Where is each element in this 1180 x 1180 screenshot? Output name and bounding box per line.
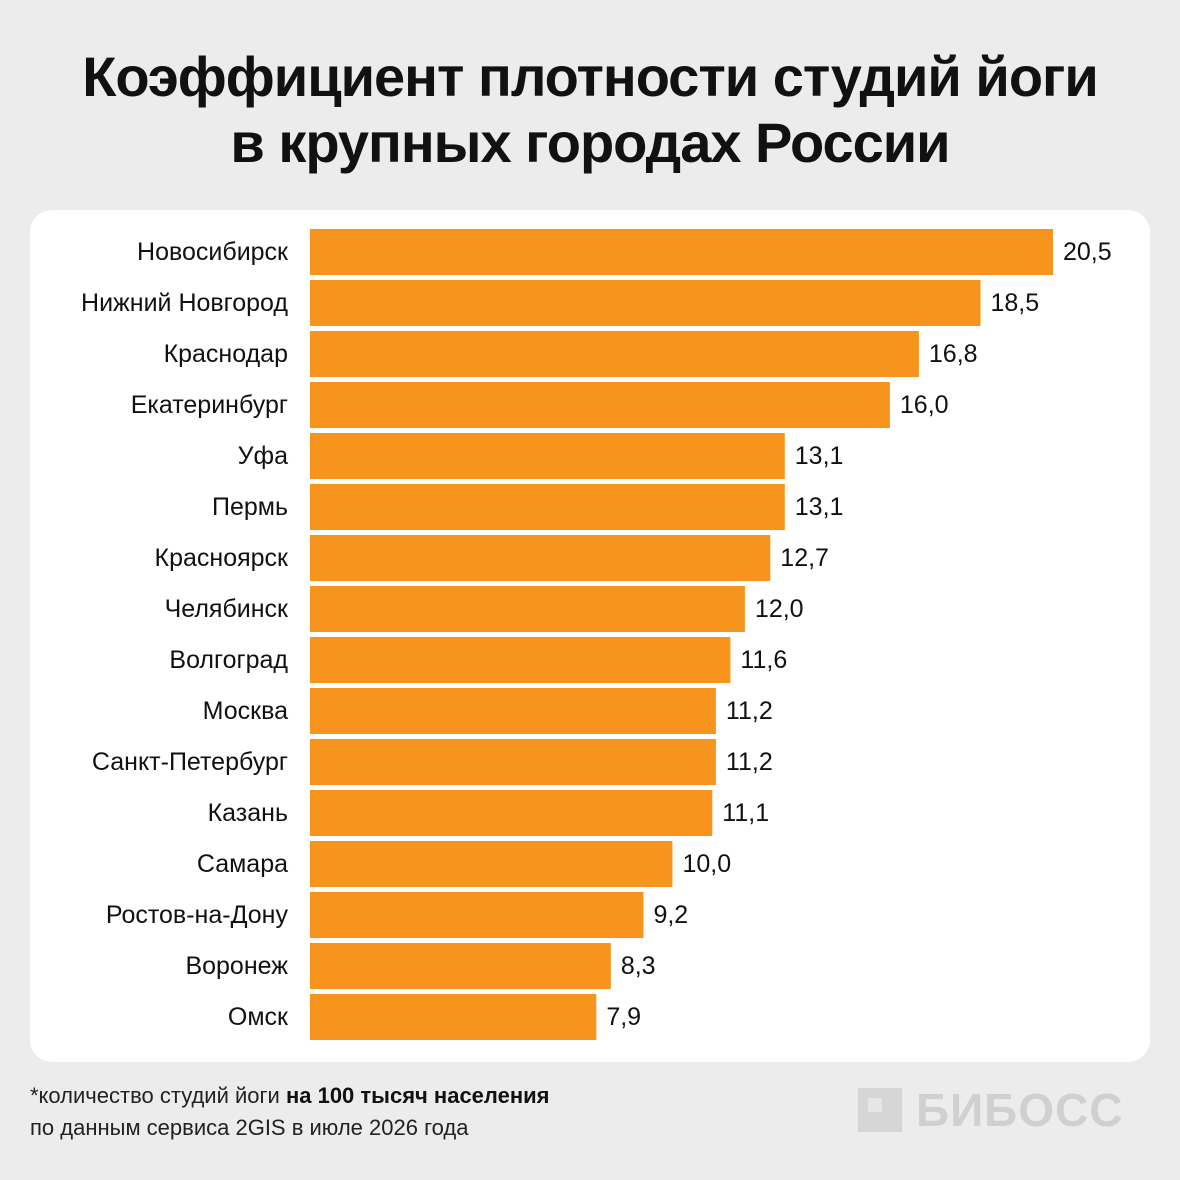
bar (310, 331, 919, 377)
value-label: 20,5 (1063, 238, 1112, 266)
value-label: 13,1 (795, 493, 844, 521)
category-label: Краснодар (164, 340, 288, 368)
bar (310, 892, 644, 938)
bar (310, 484, 785, 530)
value-label: 11,1 (722, 799, 769, 827)
category-label: Красноярск (155, 544, 290, 572)
bar (310, 739, 716, 785)
value-label: 16,8 (929, 340, 978, 368)
bar (310, 637, 731, 683)
category-label: Воронеж (185, 952, 288, 980)
bar-chart: Новосибирск 20,5 Нижний Новгород 18,5 Красно… (81, 229, 1112, 1040)
value-label: 11,6 (740, 646, 787, 674)
title-line-1: Коэффициент плотности студий йоги (82, 45, 1099, 108)
logo-text: БИБОСС (916, 1084, 1124, 1136)
bar (310, 586, 745, 632)
footnote-bold: на 100 тысяч населения (285, 1083, 550, 1108)
bar (310, 535, 771, 581)
value-label: 7,9 (606, 1003, 641, 1031)
bar (310, 688, 716, 734)
bibosss-logo-icon (858, 1088, 902, 1132)
chart-card: Новосибирск 20,5 Нижний Новгород 18,5 Красно… (30, 210, 1150, 1062)
chart-title: Коэффициент плотности студий йоги в круп… (0, 44, 1180, 176)
category-label: Волгоград (169, 646, 288, 674)
value-label: 8,3 (621, 952, 656, 980)
bar (310, 841, 673, 887)
footnote-line-2: по данным сервиса 2GIS в июле 2026 года (30, 1115, 469, 1140)
category-label: Пермь (212, 493, 288, 521)
category-label: Нижний Новгород (81, 289, 288, 317)
category-label: Новосибирск (137, 238, 289, 266)
bar (310, 433, 785, 479)
footnote-text: *количество студий йоги (30, 1083, 286, 1108)
value-label: 13,1 (795, 442, 844, 470)
value-label: 12,7 (780, 544, 829, 572)
category-label: Самара (197, 850, 288, 878)
category-label: Челябинск (165, 595, 289, 623)
bar (310, 994, 597, 1040)
value-label: 16,0 (900, 391, 949, 419)
category-label: Омск (228, 1003, 289, 1031)
value-label: 18,5 (991, 289, 1040, 317)
footnote-line-1: *количество студий йоги на 100 тысяч нас… (30, 1080, 550, 1112)
category-label: Екатеринбург (131, 391, 288, 419)
value-label: 9,2 (653, 901, 688, 929)
category-label: Уфа (238, 442, 288, 470)
value-label: 11,2 (726, 697, 773, 725)
value-label: 11,2 (726, 748, 773, 776)
footnote: *количество студий йоги на 100 тысяч нас… (30, 1080, 550, 1144)
brand-logo: БИБОСС (858, 1084, 1123, 1136)
value-label: 10,0 (682, 850, 731, 878)
value-label: 12,0 (755, 595, 804, 623)
category-label: Москва (203, 697, 288, 725)
category-label: Казань (208, 799, 288, 827)
bar (310, 943, 611, 989)
category-label: Санкт-Петербург (92, 748, 288, 776)
bar (310, 382, 890, 428)
category-label: Ростов-на-Дону (106, 901, 289, 929)
bar (310, 790, 713, 836)
title-line-2: в крупных городах России (230, 111, 950, 174)
bar (310, 280, 981, 326)
bar (310, 229, 1053, 275)
